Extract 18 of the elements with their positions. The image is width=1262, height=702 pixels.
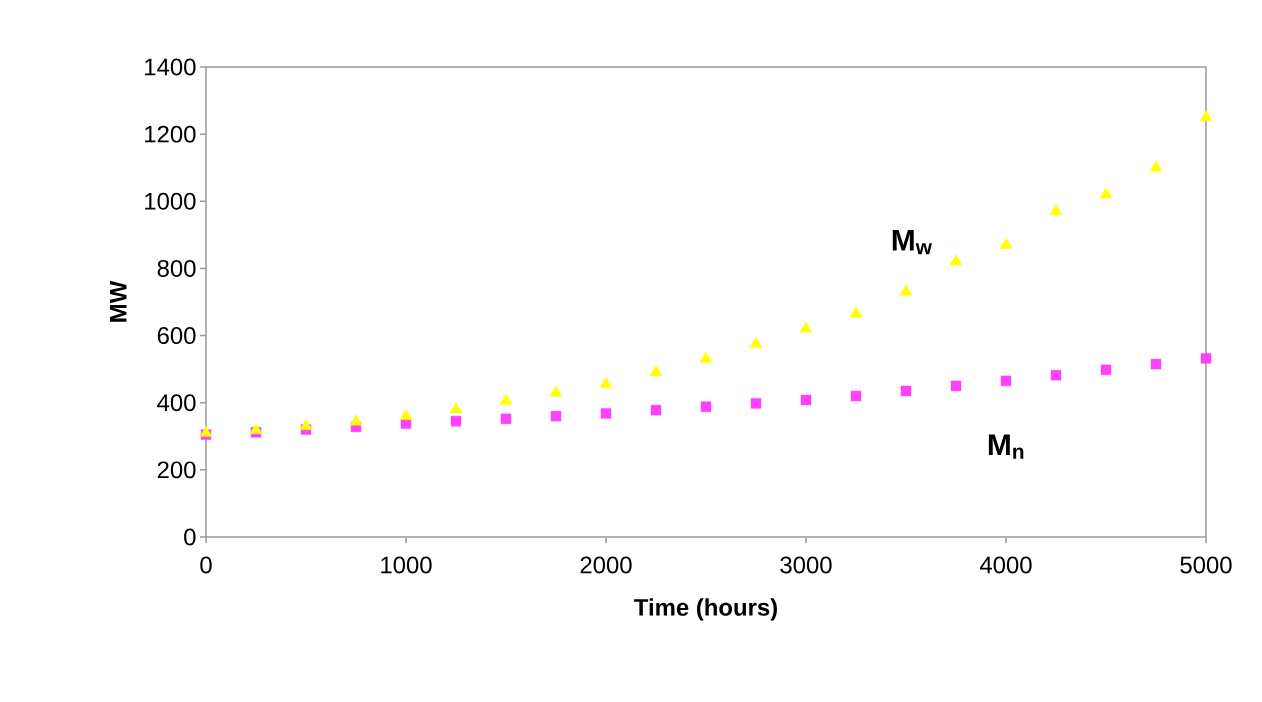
y-axis-title: MW xyxy=(110,280,127,322)
x-tick-label: 0 xyxy=(200,556,212,574)
y-tick-label: 1400 xyxy=(145,58,196,76)
series-label: M$_{w}$ xyxy=(892,229,933,255)
y-tick-label: 0 xyxy=(184,528,196,546)
x-tick-label: 4000 xyxy=(979,556,1032,574)
y-tick-label: 1200 xyxy=(145,125,196,143)
x-axis-title: Time (hours) xyxy=(634,598,777,621)
x-tick-label: 2000 xyxy=(580,556,632,574)
x-tick-label: 5000 xyxy=(1180,556,1232,574)
y-tick-label: 400 xyxy=(157,394,196,412)
y-tick-label: 200 xyxy=(157,461,196,479)
y-tick-label: 1000 xyxy=(145,192,196,210)
x-tick-label: 3000 xyxy=(780,556,832,574)
x-tick-label: 1000 xyxy=(381,556,432,574)
y-tick-label: 600 xyxy=(157,327,196,345)
y-tick-label: 800 xyxy=(157,259,196,277)
series-label: M$_{n}$ xyxy=(988,434,1024,459)
